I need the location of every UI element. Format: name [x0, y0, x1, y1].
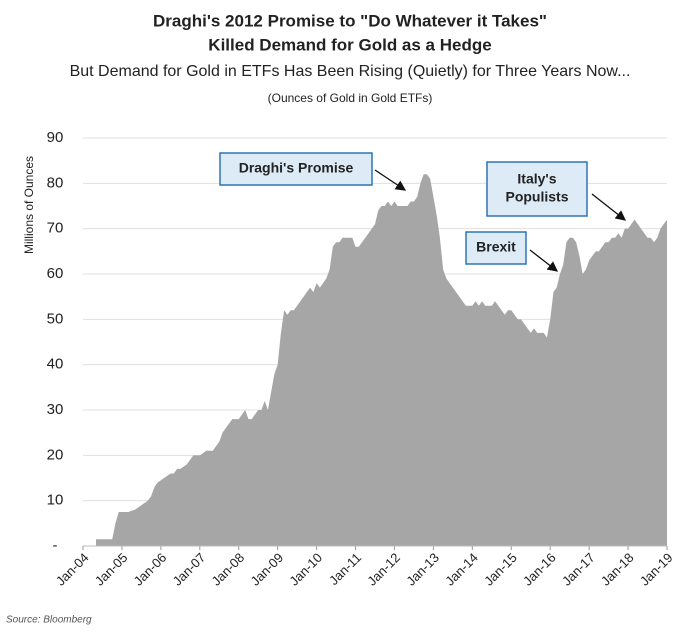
x-tick-label: Jan-08	[209, 550, 248, 589]
chart-title: Killed Demand for Gold as a Hedge	[208, 35, 491, 54]
x-tick-label: Jan-11	[326, 550, 364, 588]
x-tick-label: Jan-16	[520, 550, 559, 589]
source: Source: Bloomberg	[6, 615, 92, 626]
annotation-text: Populists	[505, 189, 568, 205]
x-tick-label: Jan-19	[637, 550, 676, 589]
arrow	[374, 169, 407, 191]
x-tick-label: Jan-18	[598, 550, 637, 589]
y-tick-label: 60	[47, 265, 64, 282]
area	[95, 174, 667, 546]
annotation-text: Brexit	[476, 239, 516, 255]
chart-title: Draghi's 2012 Promise to "Do Whatever it…	[153, 11, 547, 30]
x-tick-label: Jan-12	[364, 550, 403, 589]
y-tick-label: 50	[47, 310, 64, 327]
y-tick-label: 90	[47, 129, 64, 146]
chart-subtitle: But Demand for Gold in ETFs Has Been Ris…	[70, 63, 631, 80]
x-tick-label: Jan-09	[248, 550, 287, 589]
y-tick-label: 70	[47, 220, 64, 237]
annotation-text: Draghi's Promise	[239, 160, 354, 176]
y-axis-label: Millions of Ounces	[22, 156, 36, 254]
arrow	[591, 193, 627, 221]
y-tick-label: -	[53, 537, 58, 554]
annotation-box	[465, 231, 527, 265]
x-tick-label: Jan-04	[53, 550, 92, 589]
y-tick-label: 80	[47, 174, 64, 191]
x-tick-label: Jan-05	[92, 550, 131, 589]
x-tick-label: Jan-07	[170, 550, 209, 589]
y-tick-label: 10	[47, 492, 64, 509]
arrow	[529, 249, 559, 272]
x-tick-label: Jan-15	[481, 550, 520, 589]
annotation-text: Italy's	[517, 171, 556, 187]
x-tick-label: Jan-17	[559, 550, 598, 589]
annotation-box	[219, 152, 373, 186]
x-tick-label: Jan-06	[131, 550, 170, 589]
chart-note: (Ounces of Gold in Gold ETFs)	[268, 91, 433, 105]
annotations: Draghi's Promise Italy's Populists Brexit	[219, 152, 588, 265]
plot	[83, 174, 667, 547]
y-tick-label: 30	[47, 401, 64, 418]
x-tick-label: Jan-14	[442, 550, 481, 589]
x-tick-label: Jan-13	[403, 550, 442, 589]
annotation-box	[486, 161, 588, 217]
x-tick-label: Jan-10	[286, 550, 325, 589]
y-tick-label: 20	[47, 446, 64, 463]
y-tick-label: 40	[47, 356, 64, 373]
